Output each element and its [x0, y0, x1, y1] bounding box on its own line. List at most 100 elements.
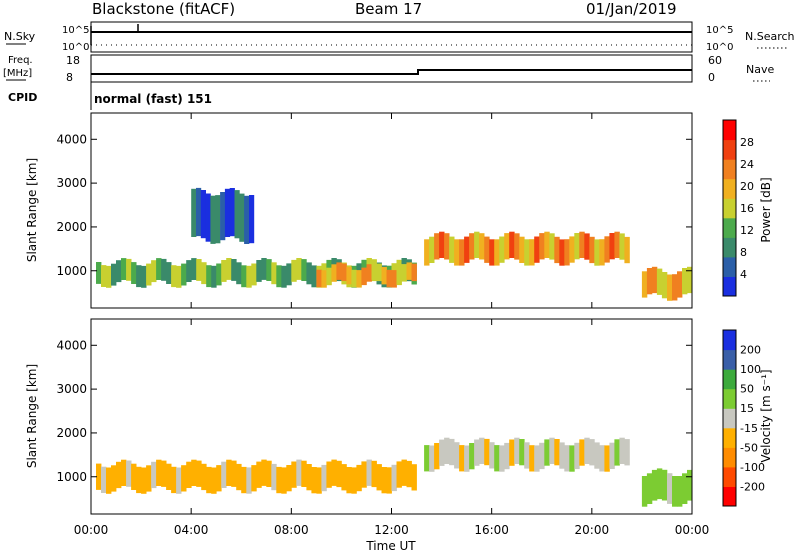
velocity-colorbar-tick: -50: [740, 441, 758, 454]
velocity-cell: [371, 460, 377, 488]
power-cell: [146, 263, 152, 286]
velocity-cell: [661, 469, 668, 501]
velocity-cell: [186, 461, 192, 488]
power-cell: [599, 239, 605, 266]
velocity-cell: [554, 439, 560, 466]
velocity-cell: [326, 461, 332, 488]
power-colorbar-swatch: [723, 178, 736, 199]
velocity-cell: [116, 461, 122, 489]
power-cell: [584, 233, 590, 260]
velocity-cell: [111, 465, 117, 492]
power-cell: [469, 233, 475, 260]
power-cell: [687, 266, 693, 294]
power-cell: [489, 239, 495, 266]
velocity-cell: [106, 467, 112, 494]
nave-label: Nave: [746, 63, 774, 76]
velocity-colorbar-tick: -100: [740, 461, 765, 474]
velocity-colorbar-swatch: [723, 408, 736, 429]
velocity-cell: [484, 438, 490, 466]
power-cell: [316, 269, 322, 288]
velocity-cell: [474, 439, 480, 466]
velocity-colorbar-swatch: [723, 349, 736, 370]
velocity-cell: [646, 473, 653, 504]
velocity-cell: [311, 467, 317, 494]
nsearch-tick-high: 10^5: [706, 25, 733, 36]
velocity-cell: [401, 459, 407, 486]
velocity-ytick-label: 4000: [56, 338, 87, 352]
power-cell: [261, 258, 267, 280]
velocity-cell: [534, 445, 540, 472]
power-cell: [296, 258, 302, 280]
velocity-cell: [276, 466, 282, 494]
power-cell: [682, 268, 688, 295]
velocity-cell: [579, 439, 585, 466]
power-colorbar-swatch: [723, 237, 736, 258]
power-cell: [166, 262, 172, 284]
velocity-colorbar-tick: -200: [740, 480, 765, 493]
power-cell: [401, 264, 407, 282]
velocity-cell: [444, 437, 450, 464]
velocity-cell: [171, 466, 177, 494]
power-cell: [386, 269, 392, 288]
power-cell: [656, 268, 663, 295]
velocity-ytick-label: 2000: [56, 426, 87, 440]
nave-tick-low: 0: [708, 71, 715, 84]
date-title: 01/Jan/2019: [586, 0, 677, 18]
velocity-cell: [464, 445, 470, 472]
power-cell: [116, 260, 122, 283]
power-cell: [454, 239, 460, 266]
power-cell: [251, 263, 257, 286]
freq-unit: [MHz]: [3, 68, 32, 79]
velocity-cell: [341, 464, 347, 491]
power-cell: [206, 265, 212, 288]
power-cell: [326, 267, 332, 286]
xtick-label: 12:00: [374, 523, 409, 537]
power-cell: [341, 263, 347, 281]
power-cell: [366, 264, 372, 282]
nsky-tick-low: 10^0: [62, 42, 89, 53]
velocity-cell: [594, 442, 600, 469]
power-cell: [241, 265, 247, 288]
power-cell: [96, 262, 102, 284]
power-cell: [651, 266, 658, 294]
power-cell: [391, 270, 397, 288]
power-cell: [539, 233, 545, 260]
velocity-cell: [574, 442, 580, 470]
power-colorbar-tick: 28: [740, 136, 754, 149]
velocity-colorbar-swatch: [723, 369, 736, 390]
power-colorbar-label: Power [dB]: [759, 177, 773, 242]
velocity-cell: [386, 467, 392, 494]
power-colorbar-swatch: [723, 276, 736, 297]
velocity-cell: [667, 473, 673, 504]
power-cell: [509, 231, 515, 258]
velocity-cell: [166, 463, 172, 490]
power-cell: [574, 233, 580, 260]
velocity-cell: [499, 445, 505, 472]
power-ytick-label: 3000: [56, 176, 87, 190]
velocity-colorbar-tick: 50: [740, 383, 754, 396]
velocity-cell: [271, 463, 277, 491]
power-cell: [256, 260, 262, 282]
velocity-colorbar-tick: 15: [740, 402, 754, 415]
velocity-ytick-label: 1000: [56, 470, 87, 484]
power-cell: [406, 262, 412, 280]
power-cell: [346, 266, 352, 285]
velocity-cell: [206, 466, 212, 494]
velocity-cell: [231, 460, 237, 487]
power-cell: [371, 262, 377, 280]
power-cell: [186, 260, 192, 282]
power-cell: [559, 239, 565, 266]
velocity-colorbar-swatch: [723, 447, 736, 468]
power-cell: [474, 231, 480, 258]
power-cell: [484, 236, 490, 263]
power-cell: [271, 262, 277, 285]
velocity-cell: [614, 439, 620, 466]
velocity-cell: [396, 461, 402, 488]
power-cell: [221, 260, 227, 282]
power-colorbar-tick: 12: [740, 224, 754, 237]
velocity-colorbar-swatch: [723, 486, 736, 507]
power-cell: [196, 259, 202, 281]
velocity-cell: [479, 437, 485, 464]
nsky-label: N.Sky: [4, 30, 36, 43]
velocity-cell: [241, 466, 247, 494]
